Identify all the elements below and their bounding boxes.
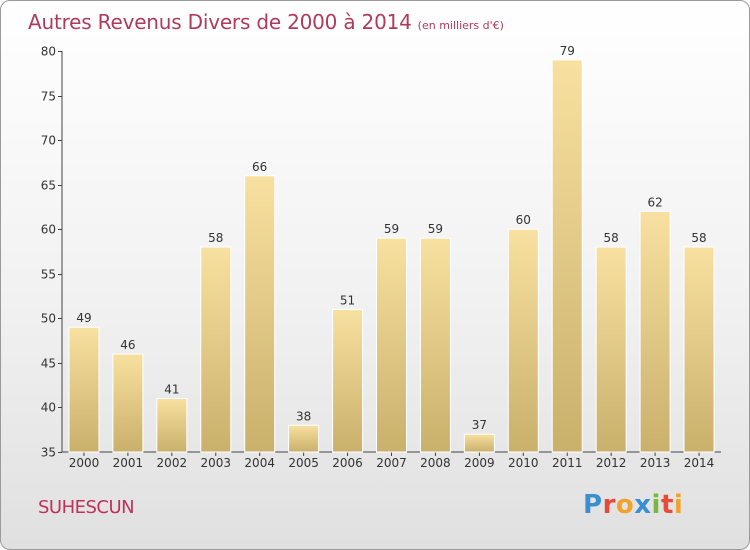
bar-value-label: 66 bbox=[252, 160, 267, 174]
logo-letter: x bbox=[634, 490, 652, 520]
logo-letter: r bbox=[602, 490, 616, 520]
logo-letter: t bbox=[660, 490, 674, 520]
bar-value-label: 58 bbox=[604, 231, 619, 245]
bar-value-label: 49 bbox=[76, 311, 91, 325]
bar-value-label: 38 bbox=[296, 409, 311, 423]
logo-letter: o bbox=[615, 490, 635, 520]
x-tick-label: 2004 bbox=[244, 456, 275, 470]
x-tick-label: 2003 bbox=[200, 456, 231, 470]
y-tick-label: 50 bbox=[41, 312, 56, 326]
x-tick-label: 2008 bbox=[420, 456, 451, 470]
y-tick-label: 40 bbox=[41, 401, 56, 415]
bar-value-label: 37 bbox=[472, 418, 487, 432]
x-tick-label: 2002 bbox=[157, 456, 188, 470]
bar bbox=[507, 228, 539, 453]
bar bbox=[376, 237, 407, 453]
chart-title-text: Autres Revenus Divers de 2000 à 2014 bbox=[28, 10, 412, 34]
bar bbox=[112, 353, 144, 453]
x-tick-label: 2011 bbox=[552, 456, 583, 470]
bar-value-label: 79 bbox=[560, 44, 575, 58]
x-tick-label: 2012 bbox=[596, 456, 627, 470]
bar bbox=[200, 246, 232, 453]
bar-value-label: 59 bbox=[384, 222, 399, 236]
y-tick-label: 55 bbox=[41, 268, 56, 282]
logo-letter: i bbox=[651, 490, 661, 520]
bar bbox=[595, 246, 627, 453]
bar bbox=[68, 326, 100, 453]
bar bbox=[419, 237, 451, 453]
x-tick-label: 2009 bbox=[464, 456, 495, 470]
bar-value-label: 58 bbox=[208, 231, 223, 245]
x-tick-label: 2000 bbox=[69, 456, 100, 470]
x-tick-label: 2005 bbox=[288, 456, 319, 470]
x-tick-label: 2006 bbox=[332, 456, 363, 470]
bar-value-label: 60 bbox=[516, 213, 531, 227]
y-tick-label: 35 bbox=[41, 446, 56, 460]
y-tick-label: 70 bbox=[41, 134, 56, 148]
y-tick-label: 60 bbox=[41, 223, 56, 237]
bar bbox=[683, 246, 715, 453]
x-tick-label: 2010 bbox=[508, 456, 539, 470]
x-tick-label: 2013 bbox=[640, 456, 671, 470]
bar bbox=[288, 424, 320, 453]
bar-value-label: 62 bbox=[647, 195, 662, 209]
bar bbox=[332, 308, 364, 453]
x-tick-label: 2001 bbox=[113, 456, 144, 470]
bar bbox=[639, 210, 671, 453]
y-tick-label: 75 bbox=[41, 90, 56, 104]
location-name: SUHESCUN bbox=[38, 497, 135, 518]
y-tick-label: 80 bbox=[41, 45, 56, 59]
bar bbox=[551, 59, 583, 453]
proxiti-logo: Proxiti bbox=[583, 490, 683, 520]
chart-title: Autres Revenus Divers de 2000 à 2014 (en … bbox=[28, 10, 504, 34]
bar-value-label: 51 bbox=[340, 293, 355, 307]
chart-unit: (en milliers d'€) bbox=[417, 19, 504, 32]
y-tick-label: 45 bbox=[41, 357, 56, 371]
x-tick-label: 2007 bbox=[376, 456, 407, 470]
bar-value-label: 58 bbox=[691, 231, 706, 245]
logo-letter: P bbox=[583, 490, 603, 520]
bar-value-label: 41 bbox=[164, 383, 179, 397]
logo-letter: i bbox=[673, 490, 684, 520]
y-tick-label: 65 bbox=[41, 179, 56, 193]
bar-value-label: 46 bbox=[120, 338, 135, 352]
x-tick-label: 2014 bbox=[684, 456, 715, 470]
bar bbox=[156, 398, 188, 453]
bar bbox=[463, 433, 495, 453]
bar bbox=[244, 175, 276, 453]
bar-value-label: 59 bbox=[428, 222, 443, 236]
